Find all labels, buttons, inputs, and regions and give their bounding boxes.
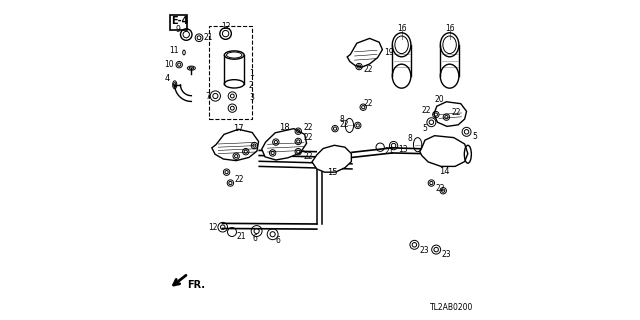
Text: 21: 21 <box>204 33 213 42</box>
Text: 12: 12 <box>221 22 230 31</box>
Text: 6: 6 <box>275 236 280 245</box>
Polygon shape <box>347 38 383 67</box>
Text: 8: 8 <box>339 115 344 124</box>
Text: 22: 22 <box>364 99 372 108</box>
Text: 22: 22 <box>339 120 349 129</box>
Text: 21: 21 <box>385 147 394 156</box>
Text: 15: 15 <box>328 168 338 177</box>
Text: 17: 17 <box>233 124 244 133</box>
Text: 23: 23 <box>420 246 429 255</box>
Text: 11: 11 <box>170 46 179 55</box>
Text: 12: 12 <box>208 223 218 232</box>
Text: 21: 21 <box>237 232 246 241</box>
Text: 22: 22 <box>422 106 431 115</box>
Text: 6: 6 <box>253 234 258 243</box>
Text: 9: 9 <box>176 25 181 34</box>
Text: E-4: E-4 <box>172 16 189 26</box>
Text: 22: 22 <box>435 184 445 193</box>
Text: 22: 22 <box>304 152 314 161</box>
Polygon shape <box>312 145 351 172</box>
Text: 7: 7 <box>205 92 210 101</box>
Text: 10: 10 <box>164 60 174 68</box>
Text: 16: 16 <box>445 24 454 33</box>
Text: 5: 5 <box>472 132 477 141</box>
Bar <box>170 15 187 30</box>
Text: TL2AB0200: TL2AB0200 <box>430 303 474 312</box>
Text: 1: 1 <box>249 69 253 78</box>
Text: 22: 22 <box>364 65 373 74</box>
Bar <box>209 26 252 119</box>
Text: 14: 14 <box>439 167 449 176</box>
Text: 22: 22 <box>303 123 313 132</box>
Text: 2: 2 <box>249 81 253 90</box>
Text: FR.: FR. <box>187 280 205 291</box>
Text: 8: 8 <box>408 134 412 143</box>
Text: 22: 22 <box>303 133 313 142</box>
Text: 5: 5 <box>422 124 427 132</box>
Text: 4: 4 <box>165 74 170 83</box>
Text: 13: 13 <box>398 145 408 154</box>
Text: 20: 20 <box>434 95 444 104</box>
Polygon shape <box>420 136 468 166</box>
Text: 22: 22 <box>234 175 244 184</box>
Text: 16: 16 <box>397 24 406 33</box>
Polygon shape <box>434 102 467 126</box>
Text: 18: 18 <box>279 123 289 132</box>
Polygon shape <box>212 129 259 161</box>
Text: 22: 22 <box>451 108 461 117</box>
Polygon shape <box>262 129 307 160</box>
Text: 3: 3 <box>249 93 254 102</box>
Text: 19: 19 <box>384 48 394 57</box>
Text: 23: 23 <box>442 250 451 259</box>
